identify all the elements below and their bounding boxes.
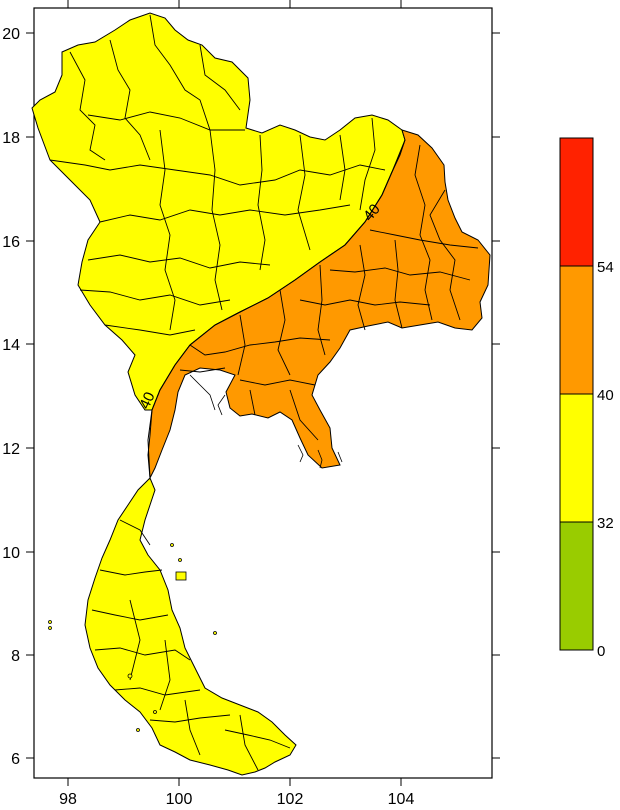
- legend-bin-green: [559, 521, 594, 651]
- y-tick-label-12: 12: [2, 441, 20, 458]
- contour-label-40-west: 40: [136, 389, 158, 411]
- y-tick-label-10: 10: [2, 545, 20, 562]
- legend-label-40: 40: [597, 387, 614, 404]
- x-tick-label-104: 104: [388, 791, 415, 808]
- y-axis-labels: 20 18 16 14 12 10 8 6: [2, 26, 20, 768]
- province-boundaries: [49, 14, 479, 771]
- contour-line-40: [147, 139, 406, 479]
- x-tick-label-102: 102: [277, 791, 304, 808]
- legend-label-32: 32: [597, 515, 614, 532]
- y-tick-label-20: 20: [2, 26, 20, 43]
- y-axis-ticks: [26, 32, 500, 759]
- y-tick-label-14: 14: [2, 337, 20, 354]
- coastline-details: [189, 374, 343, 469]
- legend-bin-orange: [559, 265, 594, 395]
- legend: 54 40 32 0: [559, 137, 614, 660]
- legend-label-54: 54: [597, 259, 614, 276]
- x-axis-labels: 98 100 102 104: [59, 791, 414, 808]
- legend-bin-red: [559, 137, 594, 267]
- map-frame: [33, 7, 493, 779]
- x-tick-label-98: 98: [59, 791, 77, 808]
- islands: [48, 543, 217, 732]
- legend-label-0: 0: [597, 643, 605, 660]
- region-32-40-south: [84, 477, 297, 776]
- x-axis-ticks: [67, 0, 402, 786]
- x-tick-label-100: 100: [166, 791, 193, 808]
- y-tick-label-6: 6: [11, 751, 20, 768]
- y-tick-label-16: 16: [2, 234, 20, 251]
- legend-bin-yellow: [559, 393, 594, 523]
- y-tick-label-8: 8: [11, 648, 20, 665]
- y-tick-label-18: 18: [2, 130, 20, 147]
